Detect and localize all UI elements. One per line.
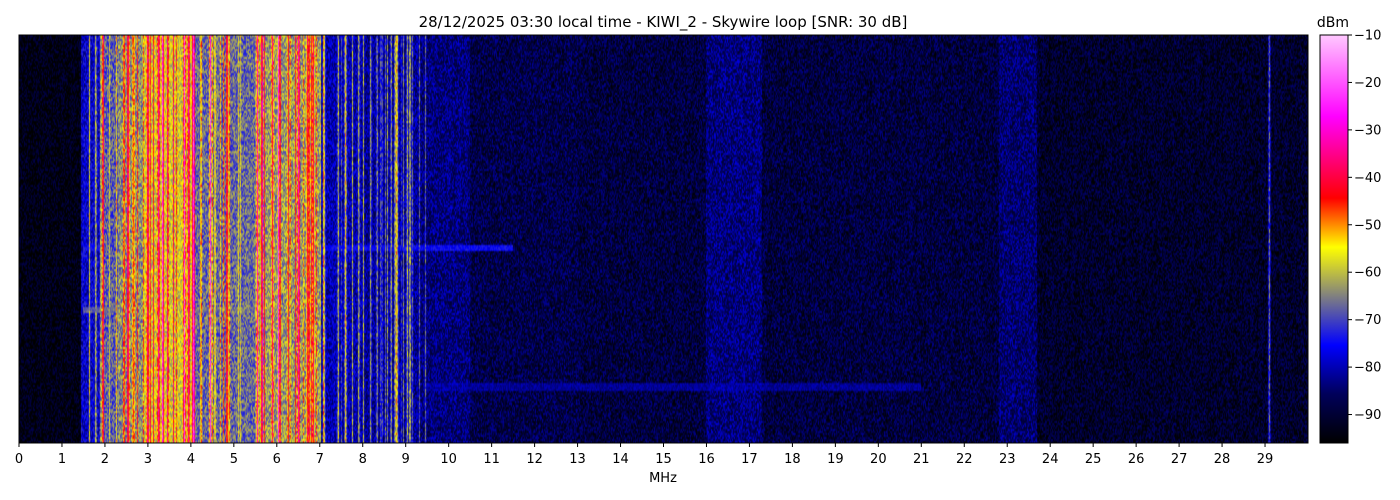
x-tick-label: 10 [440, 452, 457, 467]
colorbar: −10 −20 −30 −40 −50 −60 −70 −80 −90 dBm [1317, 15, 1381, 444]
colorbar-tick-label: −80 [1354, 361, 1381, 376]
x-tick-label: 21 [913, 452, 930, 467]
x-tick-label: 0 [15, 452, 23, 467]
x-tick-label: 12 [526, 452, 543, 467]
x-tick-label: 16 [698, 452, 715, 467]
colorbar-tick-label: −50 [1354, 218, 1381, 233]
x-tick-label: 9 [402, 452, 410, 467]
colorbar-tick-label: −30 [1354, 123, 1381, 138]
x-tick-label: 3 [144, 452, 152, 467]
chart-title: 28/12/2025 03:30 local time - KIWI_2 - S… [419, 13, 908, 32]
x-tick-label: 29 [1257, 452, 1274, 467]
x-tick-label: 24 [1042, 452, 1059, 467]
x-tick-label: 11 [483, 452, 500, 467]
colorbar-tick-label: −40 [1354, 171, 1381, 186]
x-axis: 0 1 2 3 4 5 6 7 8 9 10 11 12 13 14 15 16 17 18 19 20 21 22 23 24… [15, 443, 1273, 467]
x-tick-label: 15 [655, 452, 672, 467]
x-tick-label: 23 [999, 452, 1016, 467]
x-tick-label: 17 [741, 452, 758, 467]
x-tick-label: 4 [187, 452, 195, 467]
colorbar-tick-label: −20 [1354, 76, 1381, 91]
x-tick-label: 2 [101, 452, 109, 467]
x-tick-label: 28 [1214, 452, 1231, 467]
x-tick-label: 8 [359, 452, 367, 467]
plot-area [18, 34, 1309, 444]
x-tick-label: 25 [1085, 452, 1102, 467]
colorbar-ticks: −10 −20 −30 −40 −50 −60 −70 −80 −90 [1348, 29, 1381, 423]
colorbar-tick-label: −60 [1354, 266, 1381, 281]
x-axis-label: MHz [649, 471, 677, 486]
colorbar-tick-label: −10 [1354, 29, 1381, 44]
x-tick-label: 1 [58, 452, 66, 467]
x-tick-label: 7 [316, 452, 324, 467]
x-tick-label: 19 [827, 452, 844, 467]
heatmap-image [19, 35, 1308, 443]
x-tick-label: 27 [1171, 452, 1188, 467]
x-tick-label: 14 [612, 452, 629, 467]
colorbar-label: dBm [1317, 15, 1349, 31]
x-tick-label: 5 [230, 452, 238, 467]
x-tick-label: 18 [784, 452, 801, 467]
colorbar-gradient [1319, 34, 1349, 444]
x-tick-label: 26 [1128, 452, 1145, 467]
x-tick-label: 13 [569, 452, 586, 467]
x-tick-label: 20 [870, 452, 887, 467]
colorbar-tick-label: −90 [1354, 408, 1381, 423]
x-tick-label: 22 [956, 452, 973, 467]
x-tick-label: 6 [273, 452, 281, 467]
colorbar-tick-label: −70 [1354, 313, 1381, 328]
